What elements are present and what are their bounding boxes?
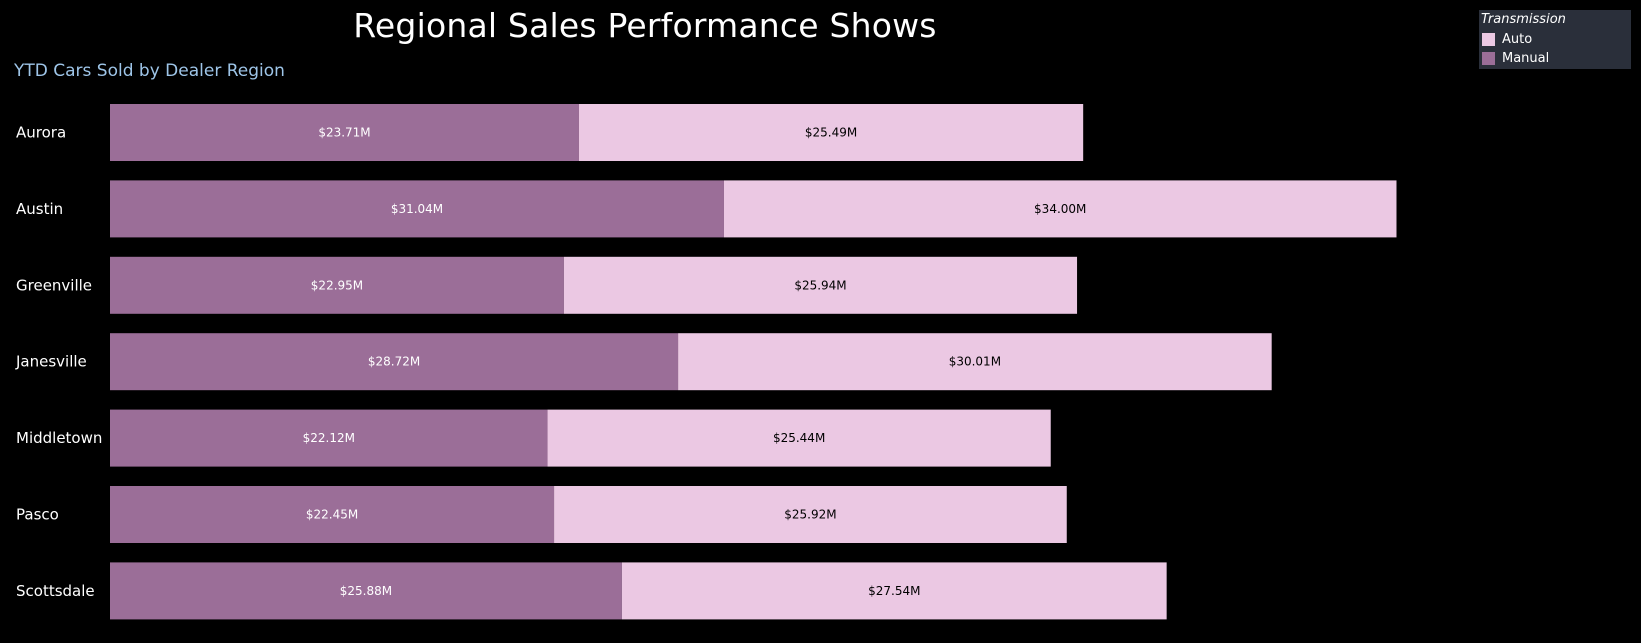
- legend-item-auto[interactable]: Auto: [1482, 30, 1532, 48]
- legend-item-manual[interactable]: Manual: [1482, 49, 1549, 67]
- value-label-manual-scottsdale: $25.88M: [340, 584, 392, 598]
- legend-title: Transmission: [1481, 12, 1566, 27]
- bar-auto-janesville[interactable]: [678, 333, 1272, 391]
- bar-manual-scottsdale[interactable]: [110, 562, 622, 620]
- bar-auto-austin[interactable]: [723, 180, 1397, 238]
- bar-manual-austin[interactable]: [110, 180, 724, 238]
- category-label-austin: Austin: [16, 200, 63, 218]
- value-label-auto-janesville: $30.01M: [949, 355, 1001, 369]
- value-label-auto-austin: $34.00M: [1034, 202, 1086, 216]
- legend: Transmission Auto Manual: [1479, 10, 1631, 69]
- value-label-auto-scottsdale: $27.54M: [868, 584, 920, 598]
- bar-auto-aurora[interactable]: [578, 104, 1084, 161]
- category-label-janesville: Janesville: [15, 353, 87, 371]
- value-label-auto-middletown: $25.44M: [773, 431, 825, 445]
- bar-auto-greenville[interactable]: [563, 256, 1078, 314]
- value-label-manual-austin: $31.04M: [391, 202, 443, 216]
- value-label-auto-pasco: $25.92M: [784, 508, 836, 522]
- bar-manual-pasco[interactable]: [110, 486, 555, 543]
- category-label-middletown: Middletown: [16, 429, 102, 447]
- value-label-manual-pasco: $22.45M: [306, 508, 358, 522]
- bar-manual-janesville[interactable]: [110, 333, 679, 391]
- value-label-manual-greenville: $22.95M: [311, 278, 363, 292]
- bar-manual-aurora[interactable]: [110, 104, 579, 161]
- value-label-manual-aurora: $23.71M: [318, 126, 370, 140]
- value-label-auto-greenville: $25.94M: [794, 278, 846, 292]
- value-label-manual-janesville: $28.72M: [368, 355, 420, 369]
- legend-swatch-auto: [1482, 32, 1495, 46]
- category-label-pasco: Pasco: [16, 506, 59, 524]
- chart-title: Regional Sales Performance Shows: [353, 6, 937, 45]
- bar-auto-pasco[interactable]: [554, 486, 1067, 543]
- bar-manual-greenville[interactable]: [110, 256, 564, 314]
- value-label-manual-middletown: $22.12M: [303, 431, 355, 445]
- chart-subtitle: YTD Cars Sold by Dealer Region: [14, 61, 285, 81]
- legend-swatch-manual: [1482, 51, 1495, 65]
- legend-label-auto: Auto: [1502, 31, 1533, 47]
- value-label-auto-aurora: $25.49M: [805, 126, 857, 140]
- bar-auto-scottsdale[interactable]: [621, 562, 1167, 620]
- bar-auto-middletown[interactable]: [547, 409, 1051, 467]
- category-label-scottsdale: Scottsdale: [16, 582, 95, 600]
- category-label-aurora: Aurora: [16, 124, 66, 142]
- legend-label-manual: Manual: [1502, 50, 1550, 66]
- bar-manual-middletown[interactable]: [110, 409, 548, 467]
- category-label-greenville: Greenville: [16, 276, 92, 294]
